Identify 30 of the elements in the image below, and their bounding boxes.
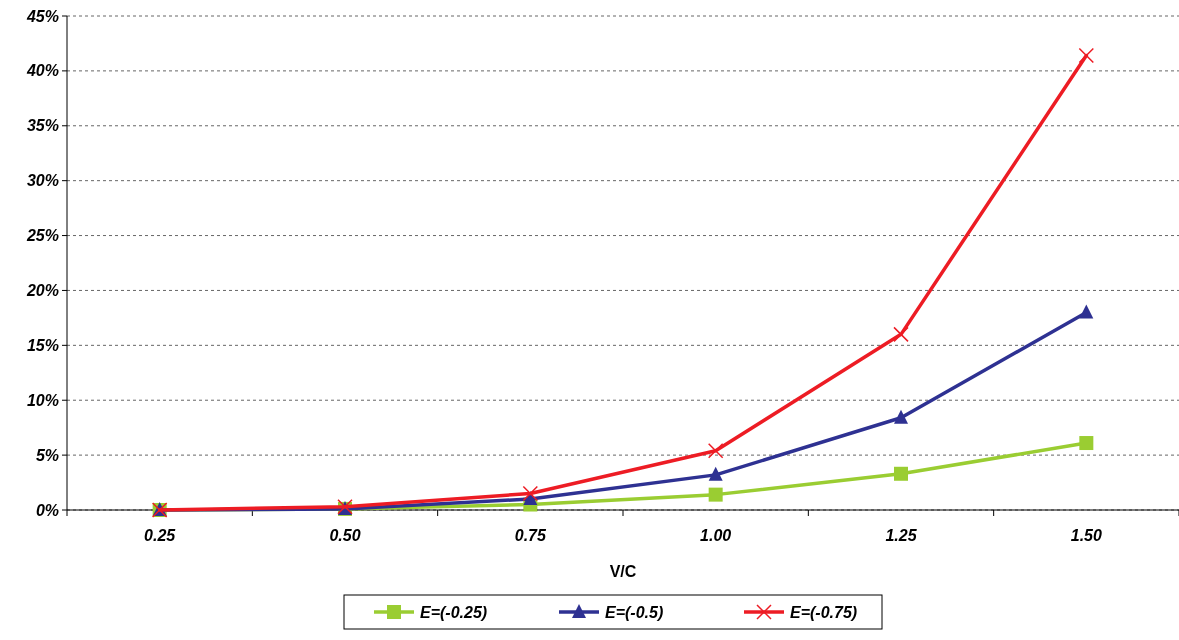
- y-tick-label: 40%: [25, 62, 59, 80]
- legend-label: E=(-0.25): [420, 603, 488, 621]
- y-tick-label: 10%: [26, 391, 59, 409]
- point: [1079, 436, 1094, 451]
- point: [1079, 304, 1094, 319]
- y-tick-label: 45%: [25, 7, 59, 25]
- y-tick-label: 15%: [26, 336, 59, 354]
- point: [708, 466, 723, 481]
- point: [708, 487, 723, 502]
- point: [894, 466, 908, 481]
- point: [1078, 47, 1095, 64]
- x-tick-label: 0.75: [514, 527, 548, 544]
- x-tick-label: 1.25: [885, 527, 918, 544]
- x-axis-title: V/C: [609, 563, 637, 580]
- y-tick-label: 25%: [25, 227, 59, 245]
- legend-label: E=(-0.5): [605, 603, 664, 621]
- point: [707, 442, 724, 459]
- y-tick-label: 0%: [35, 501, 59, 519]
- point: [894, 409, 908, 424]
- x-tick-label: 0.25: [144, 527, 177, 544]
- x-tick-label: 0.50: [329, 527, 361, 544]
- y-tick-label: 5%: [35, 446, 59, 464]
- x-tick-label: 1.00: [700, 527, 732, 544]
- y-tick-label: 35%: [26, 117, 59, 135]
- y-tick-label: 30%: [26, 172, 59, 190]
- x-tick-label: 1.50: [1070, 527, 1103, 544]
- point: [893, 326, 909, 343]
- legend-label: E=(-0.75): [790, 603, 858, 621]
- y-tick-label: 20%: [25, 282, 59, 300]
- point: [522, 485, 539, 502]
